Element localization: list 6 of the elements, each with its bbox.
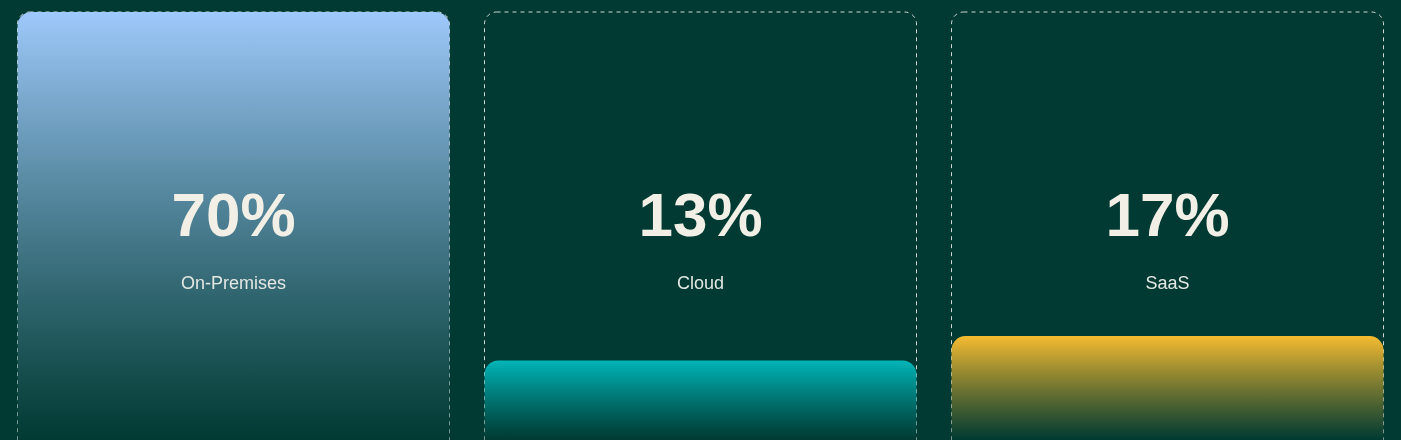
data-label: 70% [171, 179, 296, 249]
x-tick-label: Cloud [676, 273, 725, 293]
data-label: 13% [638, 179, 763, 249]
x-tick-label: SaaS [1145, 273, 1190, 293]
x-tick-label: On-Premises [180, 273, 287, 293]
data-label: 17% [1105, 179, 1230, 249]
